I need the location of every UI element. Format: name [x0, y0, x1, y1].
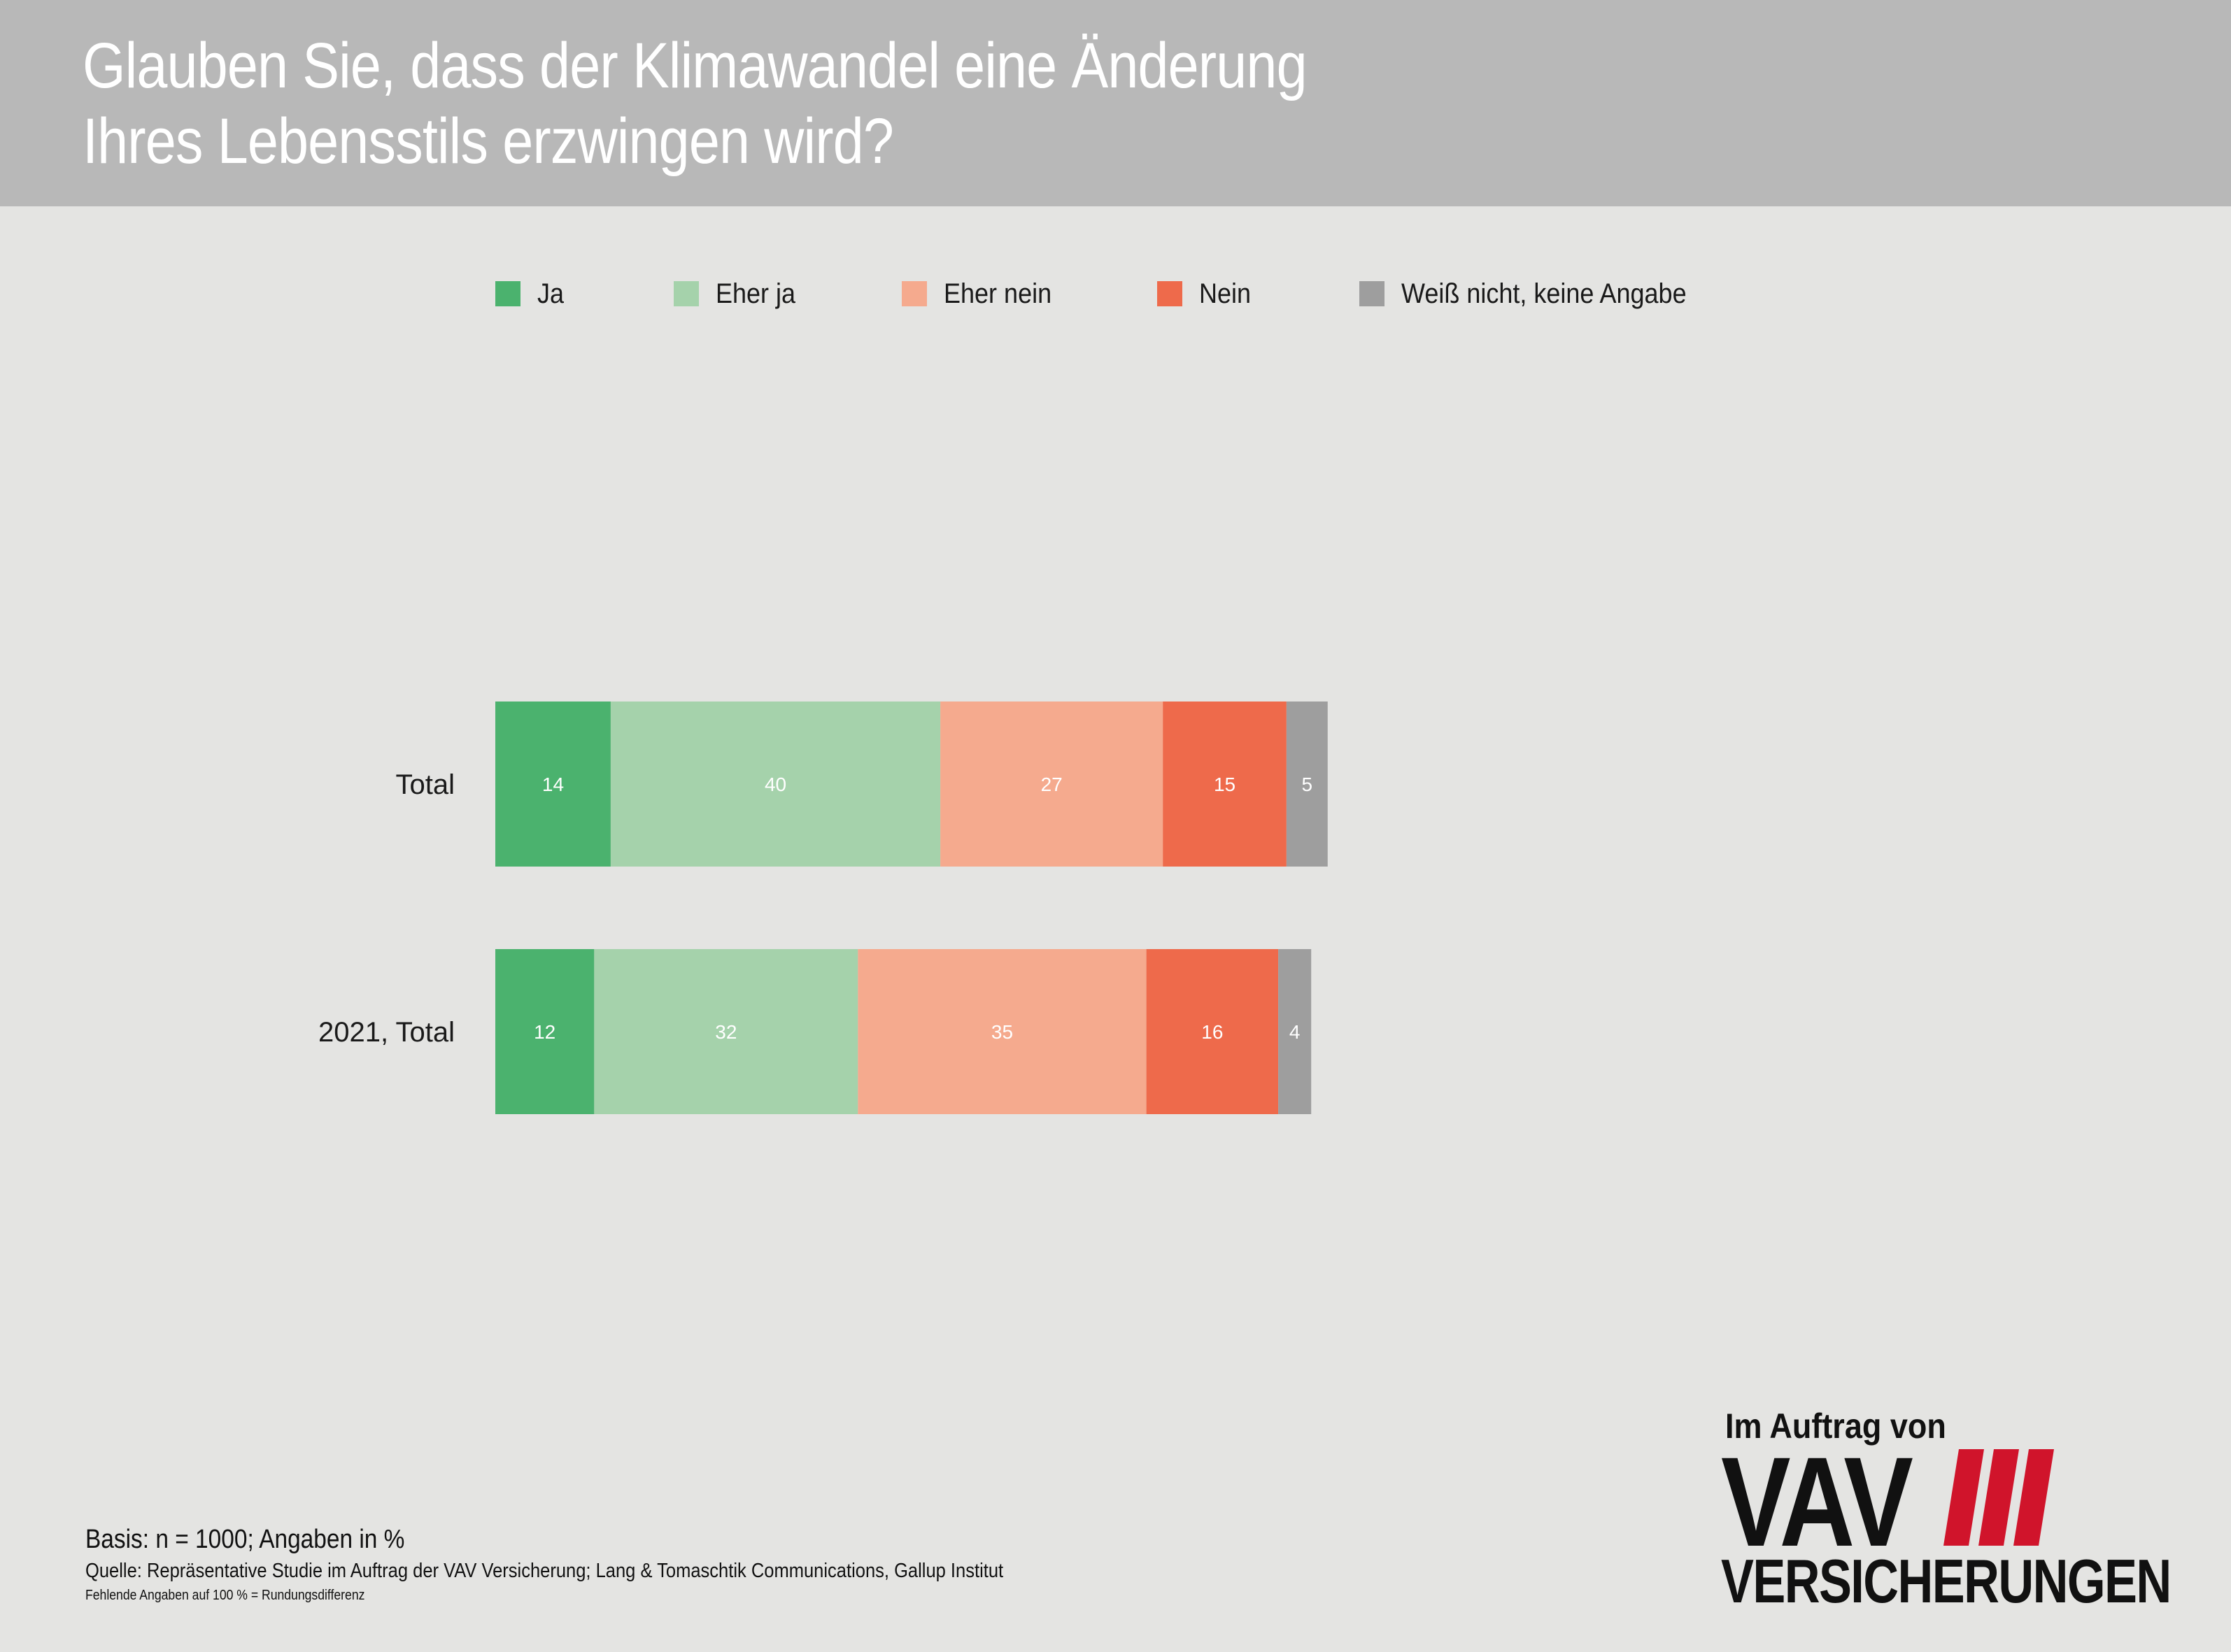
header-band: Glauben Sie, dass der Klimawandel eine Ä… [0, 0, 2231, 206]
legend-swatch [1359, 281, 1384, 306]
bar-segment [610, 702, 941, 867]
logo-stripes-icon [1943, 1449, 2054, 1546]
logo-subname: VERSICHERUNGEN [1721, 1546, 2172, 1616]
data-label: 35 [991, 1021, 1013, 1043]
data-label: 27 [1041, 774, 1063, 795]
bar-segment [1146, 949, 1279, 1114]
logo-name: VAV [1721, 1430, 1913, 1573]
legend-swatch [495, 281, 520, 306]
bar-segment [858, 949, 1147, 1114]
bar-segment [1163, 702, 1287, 867]
legend-swatch [674, 281, 699, 306]
bar-segment [495, 949, 595, 1114]
legend-label: Eher nein [944, 278, 1052, 309]
category-label: Total [396, 769, 455, 800]
footer-source: Quelle: Repräsentative Studie im Auftrag… [85, 1560, 1004, 1582]
vav-logo: Im Auftrag von VAV VERSICHERUNGEN [1721, 1406, 2197, 1616]
chart-title: Glauben Sie, dass der Klimawandel eine Ä… [83, 30, 1308, 177]
bar-segment [594, 949, 858, 1114]
data-label: 4 [1289, 1021, 1301, 1043]
data-label: 12 [534, 1021, 555, 1043]
bar-segment [940, 702, 1163, 867]
data-label: 5 [1302, 774, 1313, 795]
legend-swatch [1157, 281, 1182, 306]
bar-segment [495, 702, 611, 867]
data-label: 15 [1214, 774, 1235, 795]
data-label: 16 [1201, 1021, 1223, 1043]
bar-segment [1278, 949, 1312, 1114]
footer-note: Fehlende Angaben auf 100 % = Rundungsdif… [85, 1588, 365, 1603]
logo-stripe [1943, 1449, 1984, 1546]
legend-swatch [902, 281, 927, 306]
data-label: 14 [542, 774, 564, 795]
data-label: 40 [765, 774, 786, 795]
legend-label: Weiß nicht, keine Angabe [1401, 278, 1687, 309]
logo-stripe [2013, 1449, 2054, 1546]
logo-stripe [1978, 1449, 2019, 1546]
legend-label: Eher ja [716, 278, 796, 309]
footer-basis: Basis: n = 1000; Angaben in % [85, 1525, 405, 1554]
category-label: 2021, Total [318, 1017, 455, 1048]
legend-label: Nein [1199, 278, 1252, 309]
data-label: 32 [715, 1021, 737, 1043]
bar-segment [1286, 702, 1328, 867]
logo-tagline: Im Auftrag von [1725, 1407, 1946, 1446]
legend-label: Ja [537, 278, 565, 309]
